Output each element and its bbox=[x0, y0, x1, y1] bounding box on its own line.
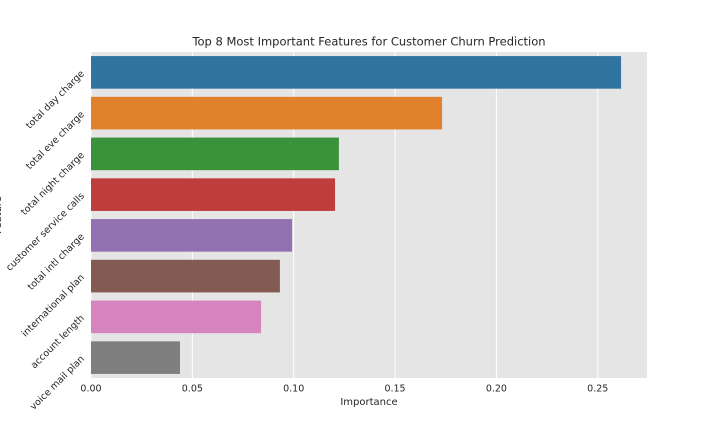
x-tick-label: 0.05 bbox=[182, 384, 203, 395]
x-tick-label: 0.10 bbox=[283, 384, 304, 395]
x-tick-label: 0.15 bbox=[384, 384, 405, 395]
bar bbox=[91, 56, 622, 89]
y-axis-label: Feature bbox=[0, 196, 4, 234]
bar bbox=[91, 300, 262, 334]
x-tick-label: 0.20 bbox=[486, 384, 507, 395]
bar bbox=[91, 259, 280, 293]
chart-title: Top 8 Most Important Features for Custom… bbox=[191, 35, 545, 49]
bar bbox=[91, 341, 180, 374]
x-tick-label: 0.00 bbox=[80, 384, 101, 395]
y-tick-label: customer service calls bbox=[4, 191, 87, 274]
bar bbox=[91, 137, 339, 171]
bar bbox=[91, 96, 443, 130]
x-tick-label: 0.25 bbox=[587, 384, 608, 395]
bar bbox=[91, 219, 293, 252]
bar bbox=[91, 178, 336, 211]
x-axis-label: Importance bbox=[340, 397, 397, 408]
